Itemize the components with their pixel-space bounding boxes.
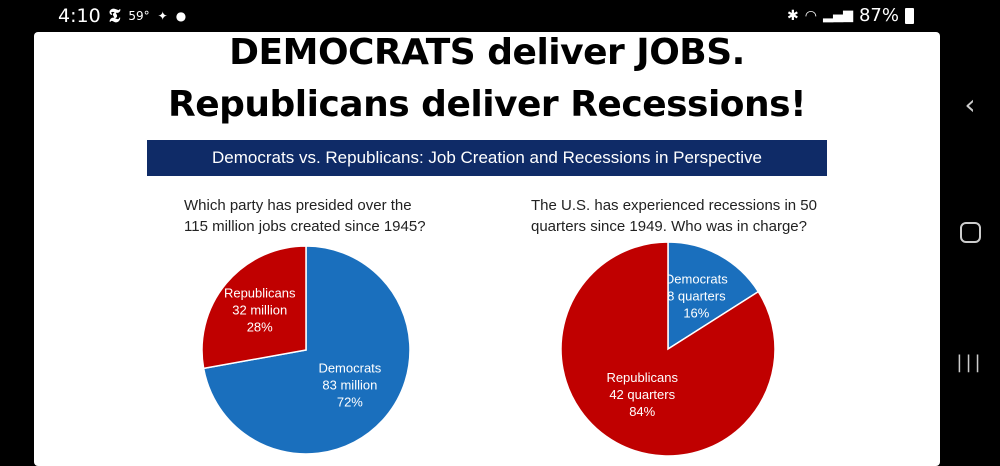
signal-icon: ▂▄▆ — [822, 8, 853, 23]
status-bar: 4:10 𝕿 59° ✦ ● ✱ ◠ ▂▄▆ 87% — [0, 0, 940, 32]
pie-label-democrats-name: Democrats — [665, 271, 728, 286]
pie-label-republicans-percent: 84% — [629, 404, 655, 419]
chart-1-title: Which party has presided over the 115 mi… — [184, 195, 426, 237]
home-button[interactable] — [940, 222, 1000, 247]
banner: Democrats vs. Republicans: Job Creation … — [147, 140, 827, 176]
pie-label-democrats-value: 8 quarters — [667, 288, 726, 303]
pie-label-democrats-percent: 72% — [337, 395, 363, 410]
pie-slice-republicans — [201, 245, 307, 370]
chart-1-title-line-1: Which party has presided over the — [184, 197, 412, 214]
news-app-icon: 𝕿 — [108, 5, 121, 27]
battery-icon — [905, 7, 914, 24]
chart-2-title-line-2: quarters since 1949. Who was in charge? — [531, 218, 807, 235]
status-time: 4:10 — [58, 5, 101, 27]
pie-label-republicans-name: Republicans — [224, 285, 296, 300]
pie-slice-democrats — [202, 245, 411, 455]
pie-label-democrats-percent: 16% — [683, 305, 709, 320]
jobs-pie-chart: Democrats 83 million 72% Republicans 32 mill… — [201, 245, 411, 455]
pie-label-republicans-value: 32 million — [232, 302, 287, 317]
recessions-pie-chart: Democrats 8 quarters 16% Republicans 42 quar… — [560, 241, 776, 457]
recents-icon[interactable]: ||| — [956, 352, 984, 373]
bluetooth-icon: ✱ — [787, 7, 799, 24]
back-icon[interactable]: ‹ — [964, 88, 976, 121]
pie-label-democrats-value: 83 million — [322, 378, 377, 393]
pie-label-republicans-percent: 28% — [247, 319, 273, 334]
pie-slice-democrats — [667, 241, 760, 351]
headline-line-1: DEMOCRATS deliver JOBS. — [229, 32, 745, 73]
chart-2-title-line-1: The U.S. has experienced recessions in 5… — [531, 197, 817, 214]
wifi-icon: ◠ — [804, 7, 817, 24]
pie-slice-republicans — [560, 241, 776, 457]
slide: DEMOCRATS deliver JOBS. Republicans deli… — [34, 32, 940, 466]
chart-1-title-line-2: 115 million jobs created since 1945? — [184, 218, 426, 235]
notification-dot-icon: ● — [175, 9, 187, 23]
pie-label-democrats-name: Democrats — [318, 361, 381, 376]
battery-percent: 87% — [858, 5, 899, 26]
headline-line-2: Republicans deliver Recessions! — [167, 84, 807, 125]
pie-label-republicans-value: 42 quarters — [609, 387, 675, 402]
status-temperature: 59° — [128, 9, 150, 23]
weather-icon: ✦ — [157, 9, 168, 23]
home-icon — [959, 222, 981, 243]
chart-2-title: The U.S. has experienced recessions in 5… — [531, 195, 817, 237]
pie-label-republicans-name: Republicans — [606, 370, 678, 385]
navigation-bar: ‹ ||| — [940, 0, 1000, 466]
